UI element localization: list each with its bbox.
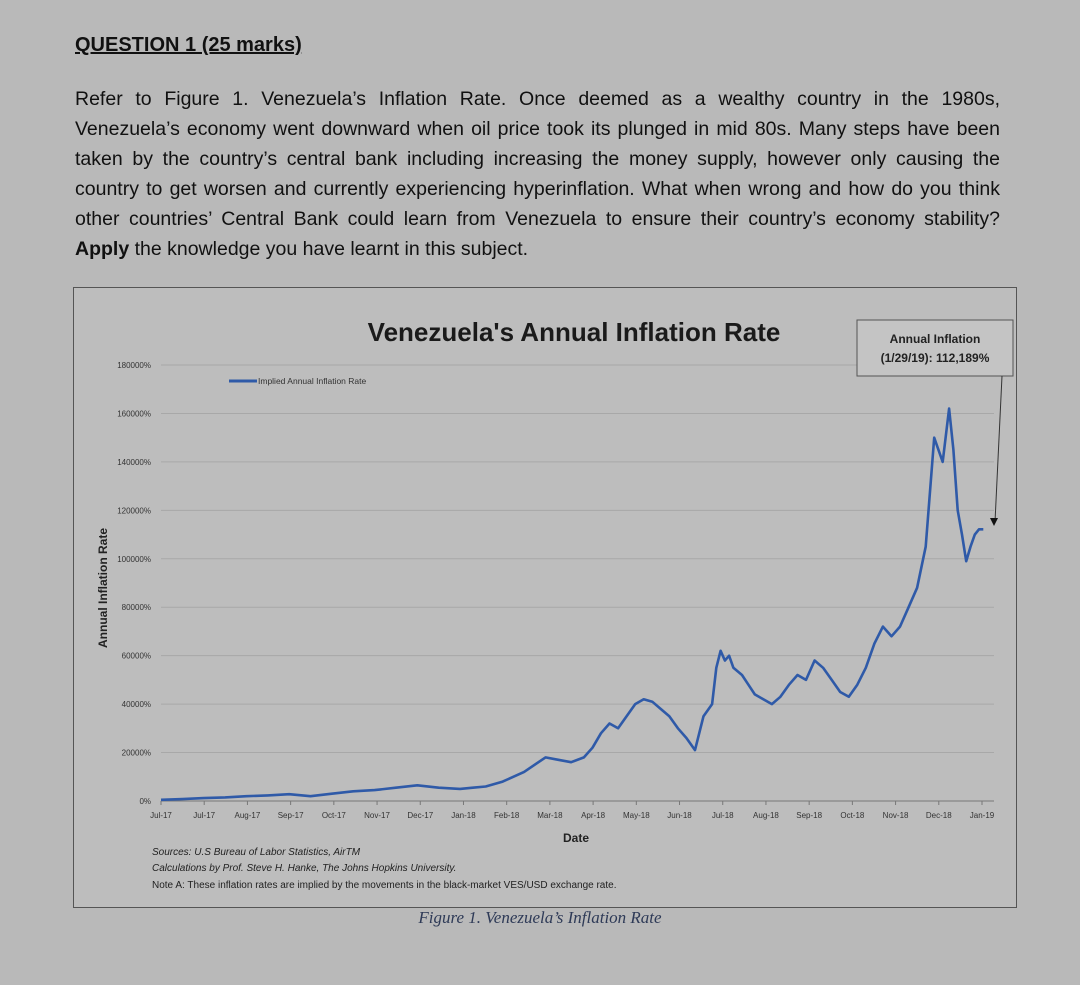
x-tick-label: Jul-17 [193,811,215,820]
chart-grid [161,364,994,754]
annotation-line-2: (1/29/19): 112,189% [881,351,990,365]
y-tick-label: 160000% [117,409,151,418]
x-tick-label: Nov-17 [364,811,390,820]
x-axis-label: Date [563,831,589,845]
annotation-line-1: Annual Inflation [890,332,981,346]
annotation-arrowhead [990,518,998,526]
x-tick-label: Dec-18 [926,811,952,820]
chart-svg: 0% 20000% 40000% 60000% 80000% 100000% 120000%… [96,317,1014,891]
x-tick-label: Jun-18 [667,811,692,820]
y-tick-labels: 0% 20000% 40000% 60000% 80000% 100000% 120000%… [117,361,151,806]
apply-word: Apply [75,238,130,260]
x-tick-label: Apr-18 [581,811,606,820]
x-tick-label: Jul-18 [712,811,734,820]
y-tick-label: 80000% [122,603,151,612]
sources-line-1: Sources: U.S Bureau of Labor Statistics,… [152,847,361,858]
x-tick-label: Jan-19 [970,811,995,820]
annotation-box [856,319,1014,377]
y-axis-label: Annual Inflation Rate [96,528,110,648]
y-tick-label: 20000% [122,749,151,758]
x-tick-label: Oct-18 [840,811,865,820]
x-tick-label: Jan-18 [451,811,476,820]
chart-title: Venezuela's Annual Inflation Rate [368,317,781,347]
x-tick-label: Oct-17 [322,811,347,820]
x-tick-label: Aug-18 [753,811,779,820]
annotation-arrow [994,375,1003,523]
y-tick-label: 120000% [117,506,151,515]
question-heading: QUESTION 1 (25 marks) [75,34,302,56]
x-tick-label: Mar-18 [537,811,563,820]
x-tick-label: Sep-17 [278,811,304,820]
x-tick-label: Jul-17 [150,811,172,820]
figure-note: Note A: These inflation rates are implie… [152,880,617,891]
question-text: Refer to Figure 1. Venezuela’s Inflation… [75,84,1000,264]
y-tick-label: 100000% [117,555,151,564]
question-body-1: Refer to Figure 1. Venezuela’s Inflation… [75,88,1000,230]
question-body-2: the knowledge you have learnt in this su… [134,238,529,260]
series-line-implied-inflation [160,407,984,802]
x-tick-label: Feb-18 [494,811,520,820]
figure-inflation-chart: 0% 20000% 40000% 60000% 80000% 100000% 120000%… [73,287,1017,908]
x-tick-label: Aug-17 [235,811,261,820]
y-tick-label: 140000% [117,458,151,467]
figure-caption: Figure 1. Venezuela’s Inflation Rate [418,908,662,927]
x-tick-labels: Jul-17 Jul-17 Aug-17 Sep-17 Oct-17 Nov-17 Dec-… [150,801,995,820]
x-tick-label: Dec-17 [407,811,433,820]
sources-line-2: Calculations by Prof. Steve H. Hanke, Th… [152,863,456,874]
x-tick-label: Nov-18 [883,811,909,820]
x-tick-label: May-18 [623,811,650,820]
y-tick-label: 180000% [117,361,151,370]
legend-label: Implied Annual Inflation Rate [258,376,366,386]
y-tick-label: 40000% [122,700,151,709]
y-tick-label: 60000% [122,652,151,661]
x-tick-label: Sep-18 [796,811,822,820]
y-tick-label: 0% [139,797,151,806]
